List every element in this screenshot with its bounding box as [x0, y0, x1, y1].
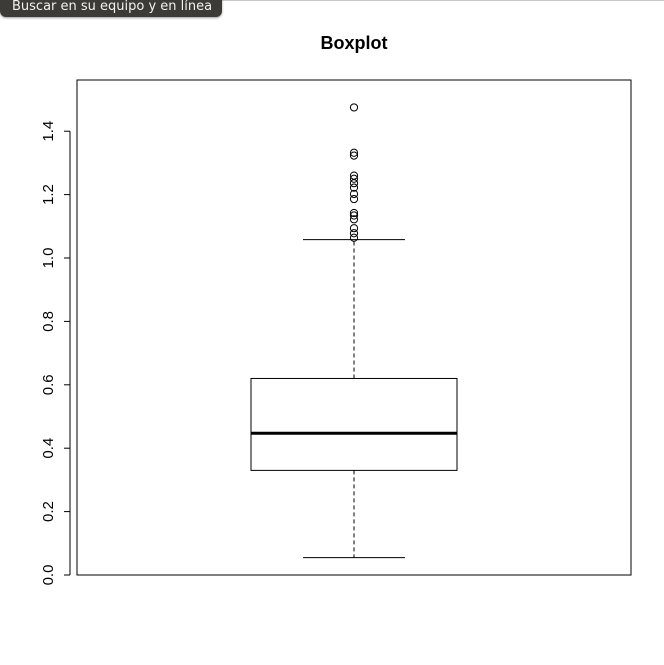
y-tick-label: 1.4	[40, 121, 57, 142]
y-tick-label: 1.0	[40, 248, 57, 269]
outlier-point	[349, 103, 359, 112]
outlier-point	[349, 189, 359, 199]
y-tick-label: 0.0	[40, 565, 57, 586]
outlier-point	[349, 208, 359, 218]
outlier-point	[349, 174, 359, 183]
y-tick-label: 0.2	[40, 501, 57, 522]
y-tick-label: 1.2	[40, 184, 57, 205]
outlier-point	[349, 229, 359, 238]
outlier-point	[349, 211, 359, 220]
y-axis: 0.0 0.2 0.4 0.6 0.8 1.0 1.2 1.4	[40, 121, 71, 586]
outlier-point	[349, 183, 359, 192]
iqr-box	[250, 377, 458, 471]
outlier-point	[349, 215, 359, 224]
y-tick-label: 0.6	[40, 374, 57, 395]
search-tooltip: Buscar en su equipo y en línea	[0, 0, 223, 17]
y-tick-label: 0.8	[40, 311, 57, 332]
outlier-point	[349, 148, 359, 157]
outlier-point	[349, 233, 359, 242]
outlier-point	[349, 224, 359, 233]
chart-title: Boxplot	[321, 33, 388, 53]
outlier-point	[349, 171, 359, 180]
top-border-line	[0, 0, 664, 1]
plot-frame	[76, 79, 632, 576]
outlier-point	[349, 151, 359, 160]
y-tick-label: 0.4	[40, 438, 57, 459]
outlier-point	[349, 194, 359, 204]
boxplot-group	[250, 103, 458, 559]
